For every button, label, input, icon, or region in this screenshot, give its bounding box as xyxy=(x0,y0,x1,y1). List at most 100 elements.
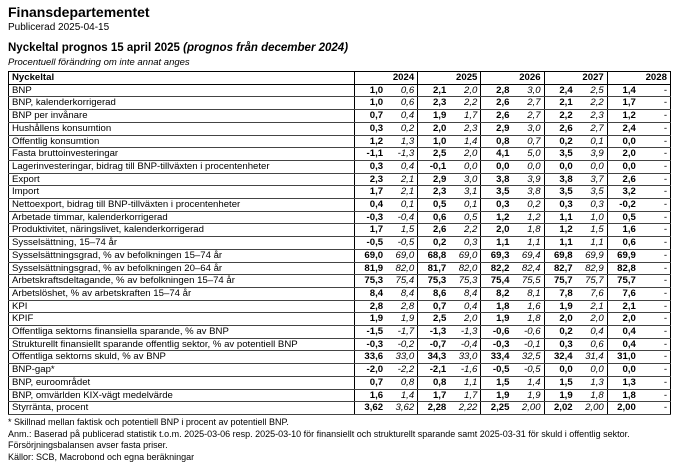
forecast-value: 0,8 xyxy=(417,376,450,390)
forecast-value: 3,5 xyxy=(543,185,576,200)
previous-value: - xyxy=(638,160,671,174)
forecast-value: 2,6 xyxy=(606,173,639,187)
previous-value: 75,7 xyxy=(575,274,608,288)
forecast-value: 1,0 xyxy=(354,84,387,98)
forecast-value: 2,0 xyxy=(480,223,513,238)
row-label: Lagerinvesteringar, bidrag till BNP-till… xyxy=(8,160,355,174)
previous-value: 3,0 xyxy=(512,122,545,136)
forecast-value: 2,4 xyxy=(606,122,639,136)
previous-value: - xyxy=(638,96,671,111)
forecast-value: 0,0 xyxy=(606,160,639,174)
forecast-value: 2,2 xyxy=(543,109,576,123)
forecast-value: 75,7 xyxy=(543,274,576,288)
row-label: Hushållens konsumtion xyxy=(8,122,355,136)
previous-value: 1,4 xyxy=(512,376,545,390)
previous-value: 1,5 xyxy=(575,223,608,238)
forecast-value: 1,2 xyxy=(354,135,387,149)
forecast-value: 33,6 xyxy=(354,350,387,365)
title-text: Nyckeltal prognos 15 april 2025 xyxy=(8,42,180,54)
forecast-value: 2,28 xyxy=(417,401,450,415)
previous-value: 0,3 xyxy=(449,236,481,250)
forecast-value: 3,62 xyxy=(354,401,387,415)
previous-value: 33,0 xyxy=(449,350,481,365)
row-label: KPIF xyxy=(8,312,355,327)
previous-value: -0,1 xyxy=(512,338,545,352)
previous-value: 0,7 xyxy=(512,135,545,149)
forecast-value: 81,7 xyxy=(417,262,450,276)
forecast-value: 69,0 xyxy=(354,249,387,263)
forecast-value: 1,7 xyxy=(354,223,387,238)
previous-value: 0,6 xyxy=(575,338,608,352)
previous-value: - xyxy=(638,287,671,301)
forecast-value: 8,2 xyxy=(480,287,513,301)
previous-value: 2,8 xyxy=(386,300,418,314)
forecast-value: 2,5 xyxy=(417,312,450,327)
previous-value: 0,1 xyxy=(386,198,418,212)
row-label: Offentlig konsumtion xyxy=(8,135,355,149)
forecast-value: 0,0 xyxy=(543,160,576,174)
forecast-value: 82,7 xyxy=(543,262,576,276)
previous-value: 69,0 xyxy=(386,249,418,263)
previous-value: - xyxy=(638,338,671,352)
forecast-value: 0,3 xyxy=(543,198,576,212)
forecast-value: 2,0 xyxy=(606,312,639,327)
forecast-value: 1,0 xyxy=(417,135,450,149)
previous-value: 0,0 xyxy=(512,160,545,174)
forecast-value: 7,6 xyxy=(606,287,639,301)
note: Försörjningsbalansen avser fasta priser. xyxy=(8,440,168,451)
table-row: Arbetskraftsdeltagande, % av befolkninge… xyxy=(8,274,671,288)
previous-value: - xyxy=(638,363,671,377)
previous-value: 0,0 xyxy=(575,160,608,174)
previous-value: 0,6 xyxy=(386,84,418,98)
previous-value: 0,0 xyxy=(575,363,608,377)
forecast-value: 1,9 xyxy=(417,109,450,123)
forecast-value: 4,1 xyxy=(480,147,513,161)
previous-value: 75,3 xyxy=(449,274,481,288)
table-row: BNP, kalenderkorrigerad 1,0 0,6 2,3 2,2 2,6 2,… xyxy=(8,96,671,111)
previous-value: - xyxy=(638,249,671,263)
row-label: Strukturellt finansiellt sparande offent… xyxy=(8,338,355,352)
forecast-value: 2,4 xyxy=(543,84,576,98)
previous-value: 1,4 xyxy=(386,389,418,403)
row-label: Sysselsättningsgrad, % av befolkningen 2… xyxy=(8,262,355,276)
forecast-value: 0,4 xyxy=(606,325,639,339)
previous-value: 0,2 xyxy=(512,198,545,212)
previous-value: 31,4 xyxy=(575,350,608,365)
previous-value: 69,9 xyxy=(575,249,608,263)
table-row: Hushållens konsumtion 0,3 0,2 2,0 2,3 2,9 3,0 2… xyxy=(8,122,671,136)
row-label: BNP, euroområdet xyxy=(8,376,355,390)
previous-value: 0,4 xyxy=(575,325,608,339)
forecast-value: 1,9 xyxy=(480,312,513,327)
previous-value: 0,2 xyxy=(386,122,418,136)
forecast-value: 1,5 xyxy=(480,376,513,390)
forecast-value: 0,0 xyxy=(606,135,639,149)
previous-value: 0,1 xyxy=(575,135,608,149)
forecast-value: 81,9 xyxy=(354,262,387,276)
forecast-value: -0,3 xyxy=(354,338,387,352)
previous-value: 3,1 xyxy=(449,185,481,200)
previous-value: - xyxy=(638,122,671,136)
row-label: Sysselsättningsgrad, % av befolkningen 1… xyxy=(8,249,355,263)
previous-value: 5,0 xyxy=(512,147,545,161)
previous-value: 1,0 xyxy=(575,211,608,225)
subtitle: Procentuell förändring om inte annat ang… xyxy=(8,57,190,68)
forecast-value: 0,0 xyxy=(543,363,576,377)
table-row: Arbetade timmar, kalenderkorrigerad -0,3-… xyxy=(8,211,671,225)
forecast-value: 33,4 xyxy=(480,350,513,365)
previous-value: 75,4 xyxy=(386,274,418,288)
forecast-value: 2,9 xyxy=(417,173,450,187)
forecast-value: 2,1 xyxy=(543,96,576,111)
forecast-value: 3,2 xyxy=(606,185,639,200)
previous-value: 1,1 xyxy=(449,376,481,390)
previous-value: 2,2 xyxy=(449,223,481,238)
previous-value: 2,00 xyxy=(512,401,545,415)
forecast-value: 1,1 xyxy=(543,211,576,225)
previous-value: - xyxy=(638,185,671,200)
previous-value: 0,1 xyxy=(449,198,481,212)
previous-value: 8,1 xyxy=(512,287,545,301)
table-row: Arbetslöshet, % av arbetskraften 15–74 å… xyxy=(8,287,671,301)
forecast-value: 8,4 xyxy=(354,287,387,301)
previous-value: 1,8 xyxy=(512,312,545,327)
note: Anm.: Baserad på publicerad statistik t.… xyxy=(8,428,630,439)
previous-value: 2,7 xyxy=(512,109,545,123)
